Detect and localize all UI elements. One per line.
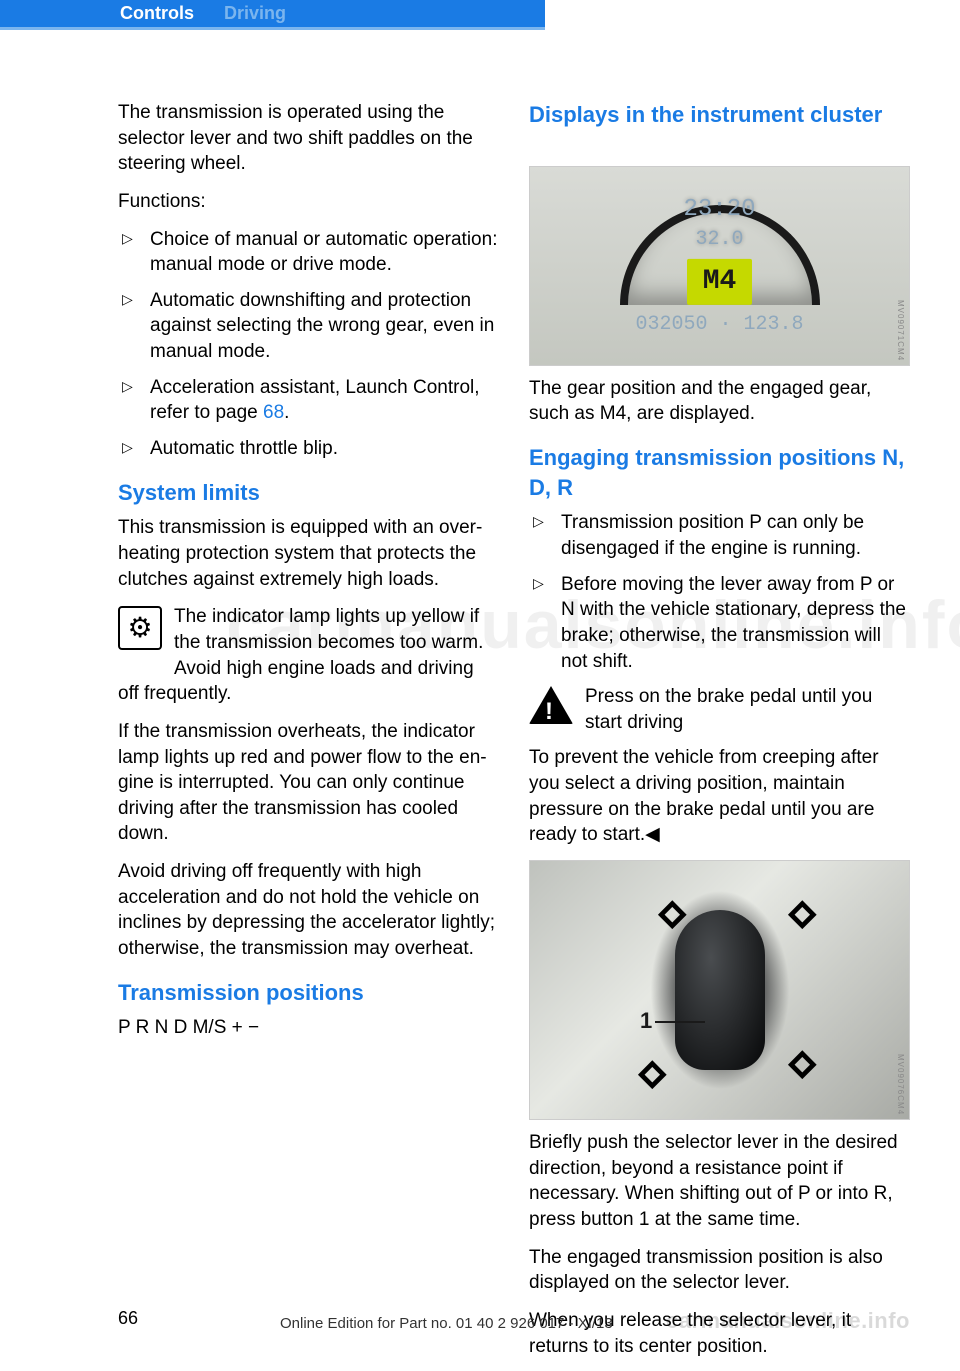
cluster-temp: 32.0 bbox=[600, 226, 840, 253]
heading-transmission-positions: Transmission positions bbox=[118, 978, 499, 1008]
system-p1: This transmission is equipped with an ov… bbox=[118, 515, 499, 592]
engage-list: Transmission position P can only be dise… bbox=[529, 510, 910, 674]
cluster-image: 23:20 32.0 M4 032050 · 123.8 MV09071CM4 bbox=[529, 166, 910, 366]
functions-label: Functions: bbox=[118, 189, 499, 215]
cluster-odometer: 032050 · 123.8 bbox=[600, 311, 840, 338]
transmission-positions-line: P R N D M/S + − bbox=[118, 1015, 499, 1041]
gear-warning-row: ⚙ The indicator lamp lights up yellow if… bbox=[118, 604, 499, 681]
shifter-image-code: MV09076CM4 bbox=[894, 1054, 905, 1115]
warning-text: Press on the brake pedal until you start… bbox=[585, 684, 910, 735]
list-item: Choice of manual or automatic operation:… bbox=[118, 227, 499, 278]
left-column: The transmission is operated using the s… bbox=[118, 100, 499, 1371]
page-link[interactable]: 68 bbox=[263, 402, 284, 423]
list-item: Acceleration assistant, Launch Control, … bbox=[118, 375, 499, 426]
after-img-p1: Briefly push the selector lever in the d… bbox=[529, 1130, 910, 1233]
list-item: Before moving the lever away from P or N… bbox=[529, 572, 910, 675]
footer-edition: Online Edition for Part no. 01 40 2 926 … bbox=[280, 1314, 613, 1334]
shifter-label-1: 1 bbox=[640, 1006, 652, 1036]
heading-displays: Displays in the instrument cluster bbox=[529, 100, 910, 130]
cluster-time: 23:20 bbox=[600, 194, 840, 226]
header-tab-controls: Controls bbox=[120, 1, 224, 25]
system-p2: If the transmission overheats, the indic… bbox=[118, 719, 499, 847]
header-bar: Controls Driving bbox=[0, 0, 545, 30]
after-img-p2: The engaged transmission position is als… bbox=[529, 1245, 910, 1296]
cluster-image-code: MV09071CM4 bbox=[894, 300, 905, 361]
content-area: The transmission is operated using the s… bbox=[118, 100, 910, 1371]
page-number: 66 bbox=[118, 1306, 138, 1330]
system-p3: Avoid driving off frequently with high a… bbox=[118, 859, 499, 962]
functions-list: Choice of manual or automatic operation:… bbox=[118, 227, 499, 462]
header-tab-driving: Driving bbox=[224, 1, 286, 25]
list-item: Transmission position P can only be dise… bbox=[529, 510, 910, 561]
warning-icon bbox=[529, 686, 573, 724]
footer-watermark: carmanualsonline.info bbox=[666, 1306, 910, 1336]
heading-system-limits: System limits bbox=[118, 478, 499, 508]
warning-p: To prevent the vehicle from creeping aft… bbox=[529, 745, 910, 848]
gear-warning-text: The indicator lamp lights up yellow if t… bbox=[174, 604, 499, 681]
gear-icon: ⚙ bbox=[118, 606, 162, 650]
intro-text: The transmission is operated using the s… bbox=[118, 100, 499, 177]
warning-row: Press on the brake pedal until you start… bbox=[529, 684, 910, 735]
displays-p: The gear position and the engaged gear, … bbox=[529, 376, 910, 427]
cluster-gear: M4 bbox=[687, 259, 753, 305]
right-column: Displays in the instrument cluster 23:20… bbox=[529, 100, 910, 1371]
shifter-image: ◇ ◇ ◇ ◇ 1 MV09076CM4 bbox=[529, 860, 910, 1120]
gear-warning-wrap: off frequently. bbox=[118, 681, 499, 707]
list-item: Automatic throttle blip. bbox=[118, 436, 499, 462]
heading-engaging: Engaging transmission positions N, D, R bbox=[529, 443, 910, 502]
list-item: Automatic downshifting and protection ag… bbox=[118, 288, 499, 365]
